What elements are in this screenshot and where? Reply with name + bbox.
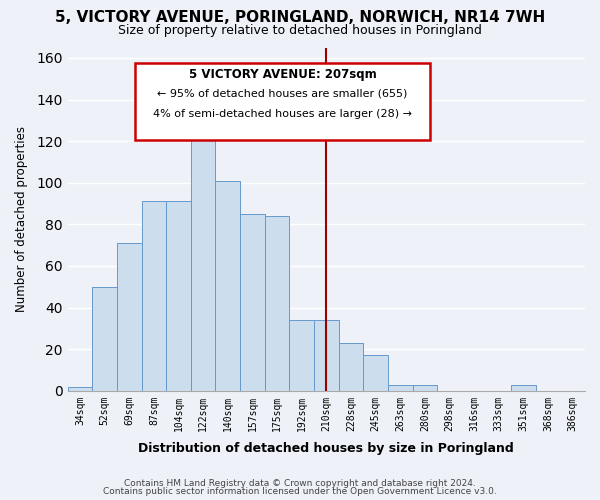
Bar xyxy=(314,320,338,391)
Bar xyxy=(191,135,215,391)
Text: Contains public sector information licensed under the Open Government Licence v3: Contains public sector information licen… xyxy=(103,487,497,496)
Bar xyxy=(92,287,117,391)
Bar xyxy=(338,343,363,391)
Bar xyxy=(265,216,289,391)
Bar xyxy=(142,202,166,391)
X-axis label: Distribution of detached houses by size in Poringland: Distribution of detached houses by size … xyxy=(139,442,514,455)
Text: Contains HM Land Registry data © Crown copyright and database right 2024.: Contains HM Land Registry data © Crown c… xyxy=(124,478,476,488)
Bar xyxy=(388,384,413,391)
FancyBboxPatch shape xyxy=(135,63,430,140)
Text: 5, VICTORY AVENUE, PORINGLAND, NORWICH, NR14 7WH: 5, VICTORY AVENUE, PORINGLAND, NORWICH, … xyxy=(55,10,545,25)
Text: 4% of semi-detached houses are larger (28) →: 4% of semi-detached houses are larger (2… xyxy=(153,110,412,120)
Bar xyxy=(240,214,265,391)
Bar xyxy=(413,384,437,391)
Bar xyxy=(68,386,92,391)
Bar xyxy=(117,243,142,391)
Bar xyxy=(215,180,240,391)
Text: ← 95% of detached houses are smaller (655): ← 95% of detached houses are smaller (65… xyxy=(157,88,407,99)
Bar xyxy=(363,356,388,391)
Y-axis label: Number of detached properties: Number of detached properties xyxy=(15,126,28,312)
Text: 5 VICTORY AVENUE: 207sqm: 5 VICTORY AVENUE: 207sqm xyxy=(188,68,376,81)
Bar xyxy=(166,202,191,391)
Bar xyxy=(511,384,536,391)
Text: Size of property relative to detached houses in Poringland: Size of property relative to detached ho… xyxy=(118,24,482,37)
Bar xyxy=(289,320,314,391)
